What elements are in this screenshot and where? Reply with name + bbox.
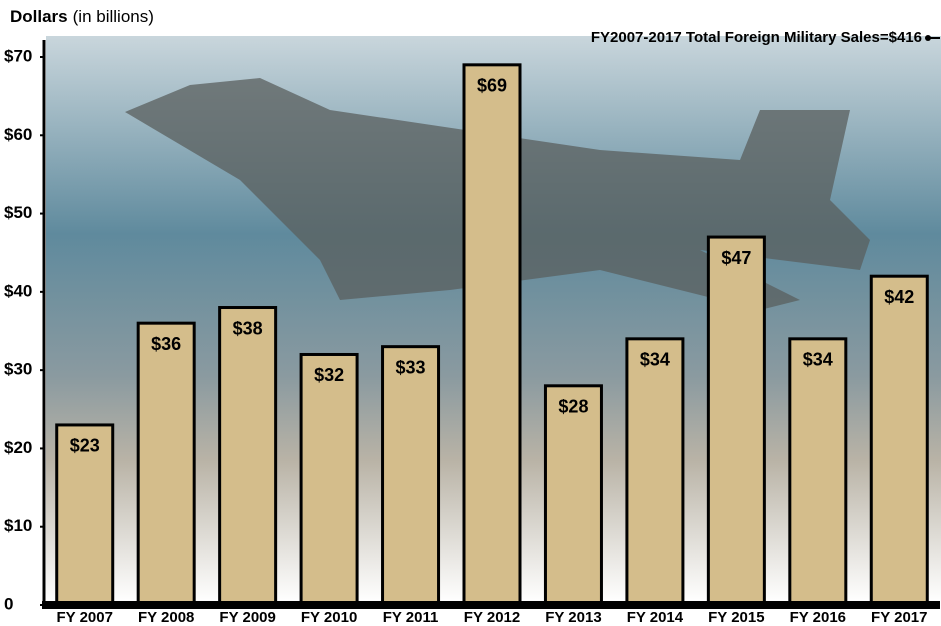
annotation: FY2007-2017 Total Foreign Military Sales… [591,29,922,46]
y-tick-label: $60 [4,125,32,144]
bar [869,274,929,607]
y-tick-label: $20 [4,438,32,457]
bar [299,352,359,607]
y-tick-label: $30 [4,360,32,379]
y-tick-label: 0 [4,594,13,613]
x-tick-label: FY 2013 [545,609,601,626]
bar [462,63,522,607]
x-tick-label: FY 2007 [57,609,113,626]
y-tick-label: $70 [4,46,32,65]
x-tick-label: FY 2015 [708,609,764,626]
y-tick-label: $40 [4,281,32,300]
bar [55,423,115,607]
x-axis [42,601,940,609]
value-label: $42 [884,287,914,307]
value-label: $36 [151,334,181,354]
value-label: $38 [233,318,263,338]
y-tick-label: $10 [4,516,32,535]
bar [543,384,603,607]
y-tick-label: $50 [4,203,32,222]
value-label: $33 [396,357,426,377]
value-label: $69 [477,76,507,96]
value-label: $34 [640,350,670,370]
value-label: $23 [70,436,100,456]
bar [788,337,848,607]
bar [706,235,766,607]
x-tick-label: FY 2009 [219,609,275,626]
x-tick-label: FY 2017 [871,609,927,626]
y-label-main: Dollars [10,7,68,26]
x-tick-label: FY 2014 [627,609,684,626]
y-label: Dollars (in billions) [10,7,154,26]
value-label: $34 [803,350,833,370]
value-label: $32 [314,365,344,385]
x-tick-label: FY 2016 [790,609,846,626]
x-tick-label: FY 2010 [301,609,357,626]
value-label: $28 [558,397,588,417]
x-tick-label: FY 2008 [138,609,194,626]
x-tick-label: FY 2011 [383,609,439,626]
x-tick-label: FY 2012 [464,609,520,626]
bar [381,345,441,607]
value-label: $47 [721,248,751,268]
bar [218,306,278,607]
bar [625,337,685,607]
bar [136,321,196,607]
y-label-unit: (in billions) [73,7,154,26]
